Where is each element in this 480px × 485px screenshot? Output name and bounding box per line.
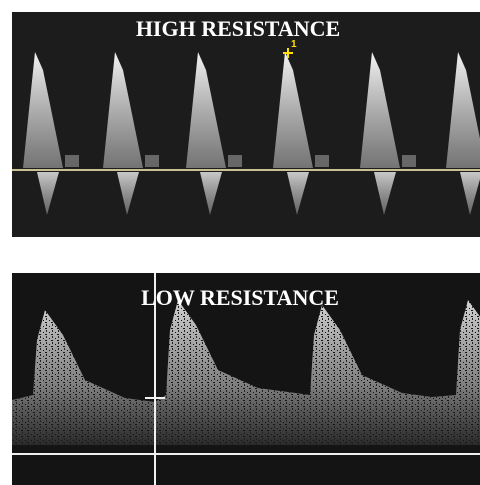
waveform-shape — [446, 52, 480, 168]
low-panel — [12, 273, 480, 485]
waveform-shape — [23, 52, 63, 168]
cursor-label: 1 — [291, 39, 297, 50]
waveform-shape — [360, 52, 400, 168]
high-panel — [12, 12, 480, 237]
waveform-shape — [200, 172, 222, 215]
waveform-shape — [117, 172, 139, 215]
waveform-shape — [186, 52, 226, 168]
waveform-shape — [273, 52, 313, 168]
waveform-shape — [145, 155, 159, 167]
waveform-shape — [12, 300, 480, 445]
waveform-shape — [287, 172, 309, 215]
waveform-shape — [374, 172, 396, 215]
low-waveform — [12, 300, 480, 445]
cursor: 1 — [283, 39, 297, 58]
waveform-shape — [103, 52, 143, 168]
waveform-shape — [37, 172, 59, 215]
waveform-shape — [460, 172, 480, 215]
high-waveform — [23, 52, 480, 215]
waveform-shape — [65, 155, 79, 167]
high-label: HIGH RESISTANCE — [136, 16, 340, 41]
waveform-shape — [228, 155, 242, 167]
low-label: LOW RESISTANCE — [141, 285, 339, 310]
waveform-shape — [402, 155, 416, 167]
waveform-shape — [315, 155, 329, 167]
